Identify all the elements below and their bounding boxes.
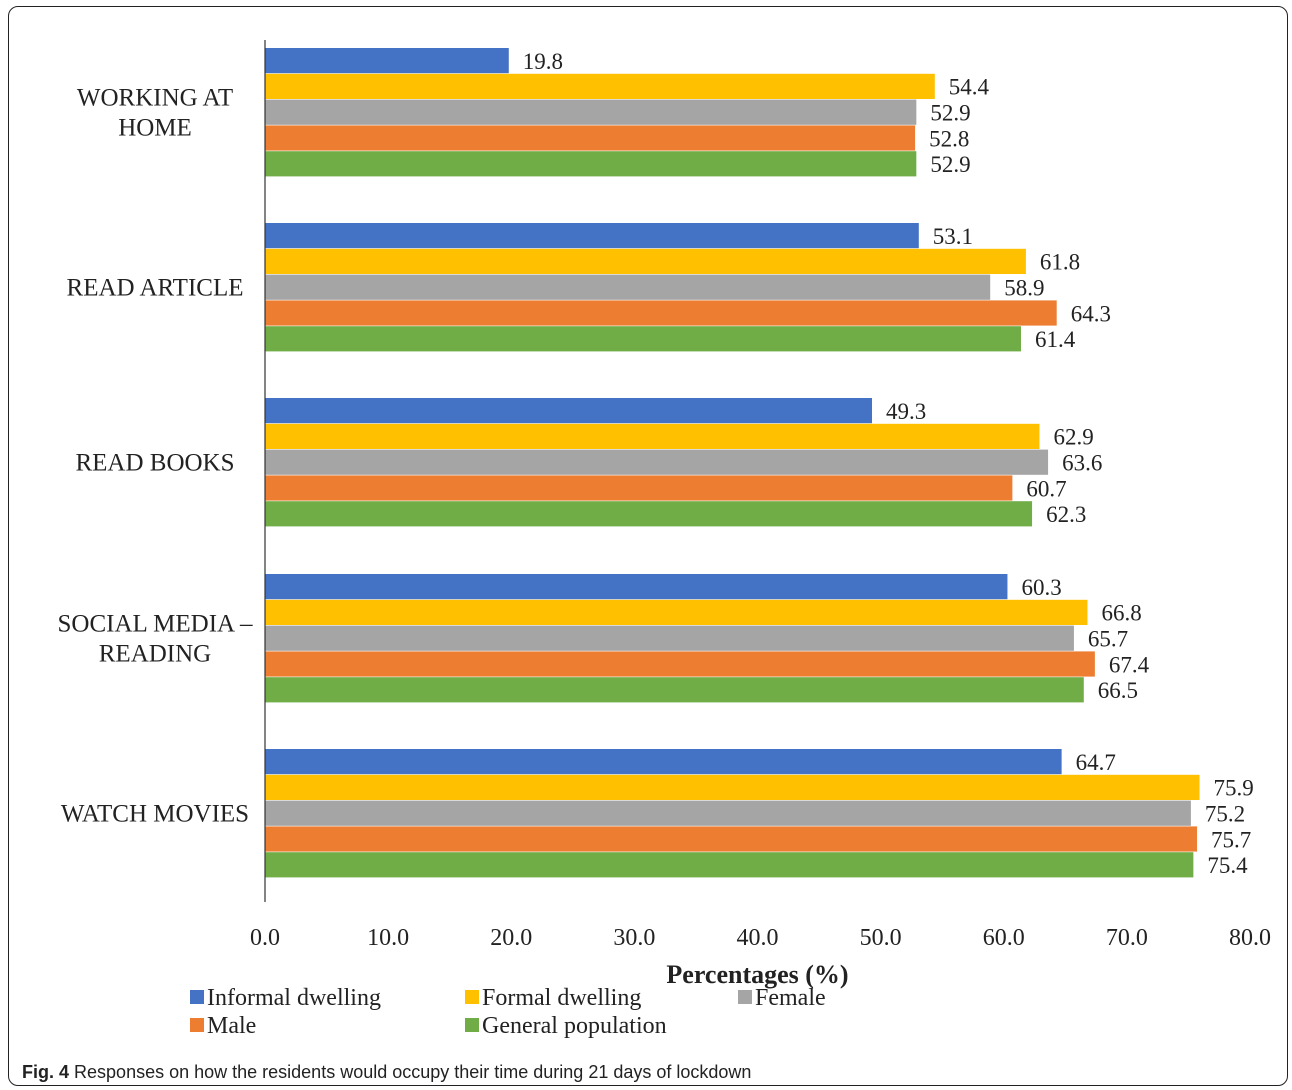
- data-label: 67.4: [1109, 652, 1150, 677]
- figure-caption: Fig. 4 Responses on how the residents wo…: [22, 1062, 751, 1083]
- bar: [265, 274, 991, 300]
- bar: [265, 826, 1198, 852]
- bar: [265, 248, 1026, 274]
- x-tick-label: 50.0: [860, 925, 902, 951]
- bar: [265, 625, 1074, 651]
- data-label: 66.8: [1101, 601, 1141, 626]
- data-label: 19.8: [523, 49, 563, 74]
- data-label: 49.3: [886, 399, 926, 424]
- data-label: 64.7: [1076, 750, 1116, 775]
- data-label: 63.6: [1062, 451, 1102, 476]
- data-label: 58.9: [1004, 276, 1044, 301]
- bar: [265, 398, 873, 424]
- legend-swatch: [465, 990, 479, 1004]
- data-label: 62.9: [1053, 425, 1093, 450]
- figure-caption-text: Responses on how the residents would occ…: [74, 1062, 752, 1082]
- bar: [265, 99, 917, 125]
- data-label: 75.4: [1207, 853, 1248, 878]
- x-tick-labels-group: 0.0 10.0 20.0 30.0 40.0 50.0 60.0 70.0 80.0: [250, 925, 1271, 951]
- data-label: 75.9: [1214, 776, 1254, 801]
- bar: [265, 300, 1057, 326]
- legend-label: General population: [482, 1013, 667, 1039]
- x-tick-label: 30.0: [613, 925, 655, 951]
- data-label: 54.4: [949, 75, 990, 100]
- legend: Informal dwelling Formal dwelling Female Ma…: [190, 985, 826, 1039]
- bar: [265, 475, 1013, 501]
- legend-label: Female: [755, 985, 826, 1011]
- data-label: 64.3: [1071, 301, 1111, 326]
- x-axis-title: Percentages (%): [666, 960, 848, 989]
- bar: [265, 574, 1008, 600]
- x-tick-label: 60.0: [983, 925, 1025, 951]
- bar: [265, 223, 919, 249]
- bar: [265, 800, 1191, 826]
- bars-group: [265, 48, 1200, 878]
- data-label: 62.3: [1046, 502, 1086, 527]
- legend-swatch: [465, 1018, 479, 1032]
- category-labels-group: WORKING AT HOME READ ARTICLE READ BOOKS SOCI…: [58, 85, 253, 828]
- category-label: WATCH MOVIES: [61, 801, 249, 828]
- bar: [265, 501, 1033, 527]
- data-labels-group: 19.854.452.952.852.953.161.858.964.361.4…: [523, 49, 1254, 878]
- x-tick-label: 80.0: [1229, 925, 1271, 951]
- data-label: 75.2: [1205, 802, 1245, 827]
- data-label: 66.5: [1098, 678, 1138, 703]
- x-tick-label: 40.0: [737, 925, 779, 951]
- figure-frame: [8, 6, 1288, 1086]
- data-label: 60.3: [1021, 575, 1061, 600]
- category-label: READ ARTICLE: [67, 275, 244, 302]
- data-label: 75.7: [1211, 827, 1251, 852]
- bar: [265, 677, 1084, 703]
- data-label: 52.8: [929, 126, 969, 151]
- bar: [265, 749, 1062, 775]
- category-label: WORKING AT: [77, 85, 233, 112]
- legend-swatch: [190, 990, 204, 1004]
- category-label: SOCIAL MEDIA –: [58, 611, 253, 638]
- data-label: 61.4: [1035, 327, 1076, 352]
- bar: [265, 48, 509, 74]
- legend-swatch: [190, 1018, 204, 1032]
- legend-label: Male: [207, 1013, 256, 1039]
- x-tick-label: 20.0: [490, 925, 532, 951]
- legend-label: Formal dwelling: [482, 985, 641, 1011]
- x-tick-label: 70.0: [1106, 925, 1148, 951]
- bar: [265, 73, 935, 99]
- data-label: 60.7: [1026, 476, 1066, 501]
- category-label: READ BOOKS: [75, 450, 234, 477]
- legend-swatch: [738, 990, 752, 1004]
- legend-label: Informal dwelling: [207, 985, 381, 1011]
- bar: [265, 774, 1200, 800]
- bar: [265, 423, 1040, 449]
- bar: [265, 852, 1194, 878]
- x-tick-label: 10.0: [367, 925, 409, 951]
- bar: [265, 326, 1021, 352]
- data-label: 61.8: [1040, 250, 1080, 275]
- bar: [265, 449, 1049, 475]
- bar: [265, 151, 917, 177]
- bar: [265, 599, 1088, 625]
- data-label: 52.9: [930, 101, 970, 126]
- figure-label: Fig. 4: [22, 1062, 70, 1082]
- category-label: HOME: [118, 115, 192, 142]
- data-label: 53.1: [933, 224, 973, 249]
- bar: [265, 125, 916, 151]
- x-tick-label: 0.0: [250, 925, 280, 951]
- data-label: 65.7: [1088, 627, 1128, 652]
- data-label: 52.9: [930, 152, 970, 177]
- bar: [265, 651, 1095, 677]
- category-label: READING: [99, 641, 212, 668]
